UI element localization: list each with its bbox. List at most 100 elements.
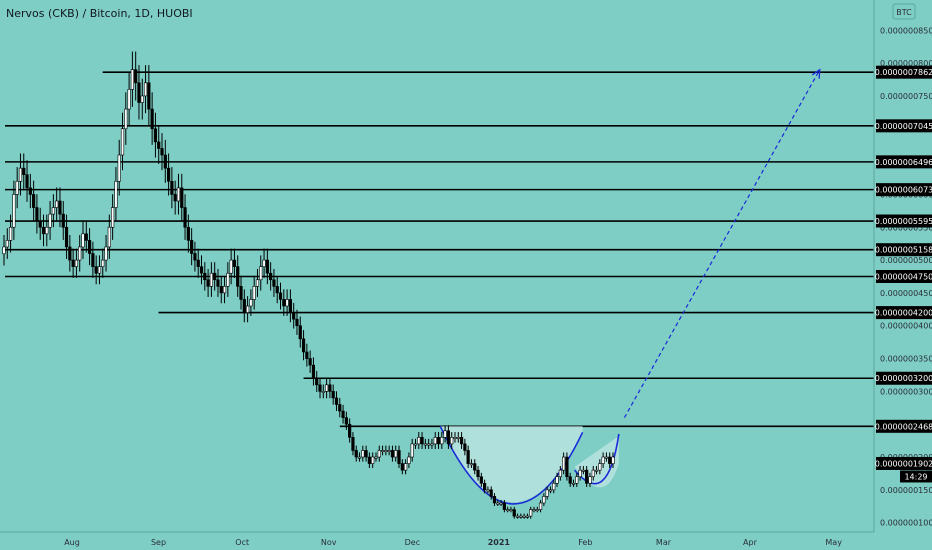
candle-body (120, 128, 125, 156)
level-price-label-bg (876, 65, 932, 79)
candle-body (246, 305, 250, 313)
candle-body (160, 148, 164, 156)
level-price-label-bg (876, 214, 932, 228)
candle-body (41, 226, 46, 235)
candle-body (226, 272, 230, 287)
candle-body (97, 266, 102, 274)
candle-body (157, 141, 161, 149)
candle-body (252, 286, 256, 300)
candle-body (232, 259, 237, 267)
candle-body (61, 213, 65, 228)
candle-body (222, 286, 227, 294)
candle-body (410, 443, 414, 458)
candle-body (344, 417, 348, 425)
candle-body (130, 69, 134, 90)
candle-body (124, 108, 128, 130)
candle-body (509, 509, 513, 512)
candle-body (48, 213, 52, 228)
candle-body (236, 266, 240, 287)
candle-body (137, 82, 141, 103)
candle-body (183, 207, 187, 228)
candle-body (545, 489, 549, 497)
candle-body (446, 430, 451, 445)
level-price-label: 0.0000006073 (875, 186, 932, 195)
candle-body (417, 437, 421, 445)
candle-body (186, 226, 190, 241)
candle-body (459, 437, 464, 445)
candle-body (476, 469, 480, 478)
level-price-label: 0.0000004200 (875, 309, 932, 318)
candle-body (529, 509, 533, 517)
candle-body (91, 253, 95, 267)
level-price-labels: 0.0000007862 0.0000007045 0.0000006496 0.00… (875, 65, 932, 483)
x-tick-label: 2021 (488, 538, 511, 547)
candle-body (206, 279, 210, 287)
candle-body (591, 469, 595, 478)
candle-body (351, 437, 355, 451)
candle-body (68, 246, 72, 261)
candle-body (114, 180, 118, 208)
candle-body (427, 443, 431, 446)
candle-body (371, 456, 375, 464)
price-axis[interactable]: BTC (873, 0, 932, 532)
candle-body (492, 496, 497, 504)
candle-body (153, 128, 158, 143)
candle-body (321, 391, 325, 393)
candle-body (45, 226, 49, 235)
candle-body (585, 469, 589, 484)
candle-body (515, 515, 520, 518)
candle-body (28, 187, 32, 195)
candle-body (35, 207, 39, 221)
candle-body (81, 233, 85, 248)
candle-body (565, 456, 569, 478)
candle-body (262, 259, 266, 267)
candle-body (25, 174, 29, 189)
candle-body (134, 69, 138, 84)
candle-body (295, 318, 299, 327)
level-price-label: 0.0000005158 (875, 246, 932, 255)
level-price-label-bg (876, 243, 932, 257)
candle-body (473, 463, 477, 471)
candle-body (318, 384, 322, 392)
candle-body (499, 502, 503, 505)
y-tick-label: 0.0000001000 (880, 519, 932, 528)
candle-body (542, 496, 546, 504)
candle-body (282, 299, 286, 307)
candle-body (315, 377, 319, 386)
candle-body (18, 167, 23, 182)
level-price-label: 0.0000007862 (875, 68, 932, 77)
target-arrow-head (811, 68, 821, 79)
candle-body (216, 279, 220, 287)
candle-body (552, 482, 556, 491)
level-price-label: 0.0000006496 (875, 158, 932, 167)
level-price-label: 0.0000005595 (875, 217, 932, 226)
candle-body (456, 437, 460, 439)
candle-body (58, 200, 62, 215)
candle-body (292, 312, 296, 320)
candle-body (311, 364, 316, 379)
candle-body (535, 509, 539, 512)
time-axis[interactable] (0, 531, 932, 550)
candle-body (588, 476, 592, 484)
chart-title: Nervos (CKB) / Bitcoin, 1D, HUOBI (6, 7, 193, 20)
candle-body (361, 450, 365, 458)
candle-body (496, 502, 500, 505)
candle-body (548, 489, 553, 492)
candle-body (397, 450, 401, 464)
candle-body (38, 220, 42, 228)
candle-body (594, 469, 599, 472)
candle-body (430, 443, 434, 446)
candle-body (78, 246, 82, 261)
candles-layer (2, 51, 615, 519)
level-price-label-bg (876, 119, 932, 133)
candle-body (581, 469, 585, 472)
candle-body (384, 450, 388, 452)
candle-body (308, 358, 312, 366)
candle-body (180, 187, 184, 208)
candle-body (555, 476, 559, 484)
candle-body (265, 259, 269, 274)
